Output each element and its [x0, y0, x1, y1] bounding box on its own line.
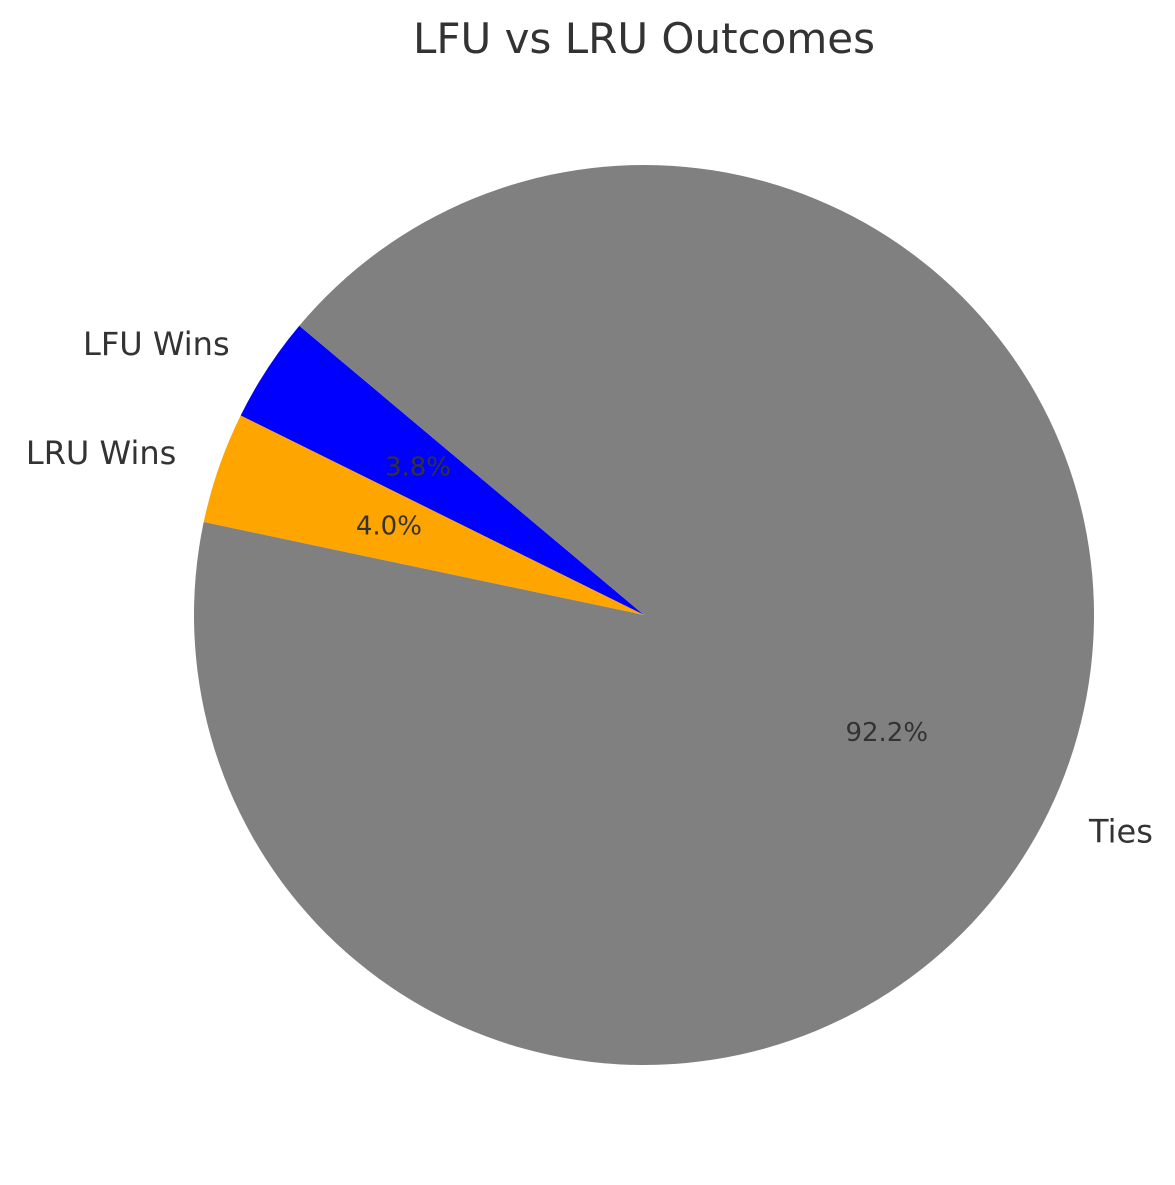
slice-label-lfu-wins: LFU Wins [83, 325, 230, 363]
pie-slice-lfu-wins [240, 325, 644, 615]
percent-label-ties: 92.2% [845, 718, 928, 748]
slice-label-ties: Ties [1088, 813, 1153, 851]
percent-label-lru-wins: 4.0% [356, 512, 422, 542]
pie-slices [193, 165, 1095, 1066]
pie-slice-ties [193, 165, 1095, 1066]
chart-title: LFU vs LRU Outcomes [413, 14, 875, 63]
pie-labels: LFU Wins 3.8% LRU Wins 4.0% Ties 92.2% [26, 325, 1153, 850]
pie-slice-lru-wins [203, 415, 644, 615]
percent-label-lfu-wins: 3.8% [385, 452, 451, 482]
slice-label-lru-wins: LRU Wins [26, 434, 176, 472]
